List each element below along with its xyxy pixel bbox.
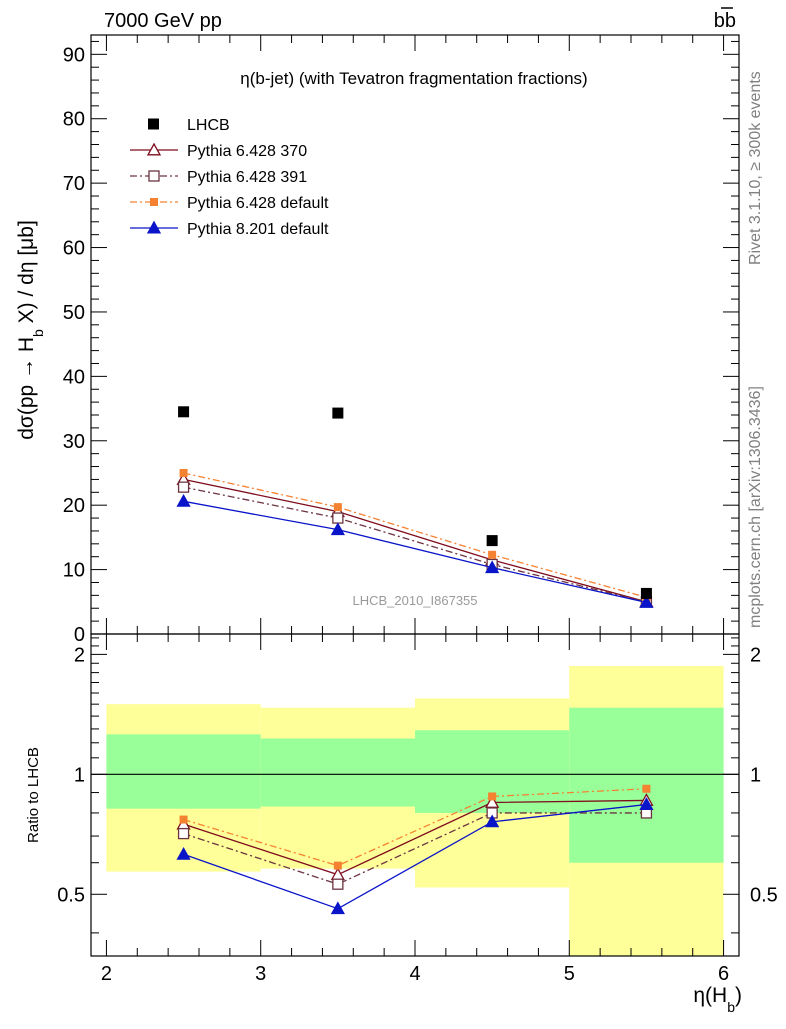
ratio-band-green <box>260 738 415 807</box>
main-y-tick-label: 0 <box>74 624 85 646</box>
main-watermark: LHCB_2010_I867355 <box>352 593 477 608</box>
ratio-series-line <box>183 803 647 910</box>
main-y-axis-label: dσ(pp → Hb X) / dη [μb] <box>15 220 46 440</box>
legend-label: Pythia 8.201 default <box>187 221 329 238</box>
lhcb-data-point <box>332 407 344 419</box>
lhcb-data-point <box>486 535 498 547</box>
ratio-x-tick-label: 6 <box>718 963 729 985</box>
legend-label: Pythia 6.428 default <box>187 195 329 212</box>
legend-label: Pythia 6.428 391 <box>187 169 307 186</box>
ratio-series-point <box>177 827 190 840</box>
ratio-series-point <box>485 795 500 808</box>
legend-marker <box>146 142 162 156</box>
header-right-text: bb <box>714 10 736 32</box>
main-y-tick-label: 30 <box>63 431 85 453</box>
main-series-point <box>179 468 188 477</box>
main-y-tick-label: 90 <box>63 44 85 66</box>
ratio-series-group <box>176 784 654 915</box>
ratio-series-point <box>639 797 654 810</box>
legend-marker <box>148 170 160 182</box>
ratio-panel-axes: 0.5 0.5 1 1 2 2 2 3 4 5 6 <box>57 633 778 985</box>
legend-marker <box>146 220 162 234</box>
main-y-tick-label: 60 <box>63 238 85 260</box>
main-series-line <box>183 500 647 604</box>
main-y-tick-label: 70 <box>63 173 85 195</box>
legend-marker-lhcb <box>148 118 159 130</box>
ratio-y-axis-label: Ratio to LHCB <box>25 747 42 843</box>
lhcb-data-point <box>640 587 652 599</box>
ratio-y-tick-label: 1 <box>74 764 85 786</box>
main-series-point <box>333 503 342 512</box>
ratio-x-tick-label: 4 <box>409 963 420 985</box>
main-series-line <box>183 478 647 603</box>
ratio-series-line <box>183 788 647 867</box>
ratio-x-tick-label: 2 <box>101 963 112 985</box>
ratio-y-tick-label: 2 <box>74 644 85 666</box>
ratio-uncertainty-bands <box>91 666 739 956</box>
legend-label: Pythia 6.428 370 <box>187 143 307 160</box>
ratio-x-tick-label: 5 <box>564 963 575 985</box>
ratio-series-point <box>332 878 344 890</box>
ratio-series-point <box>330 901 345 915</box>
main-series-point <box>488 550 497 559</box>
main-series-point <box>330 522 345 536</box>
lhcb-data-point <box>178 406 190 418</box>
ratio-series-point <box>485 814 500 828</box>
legend-label: LHCB <box>187 117 230 134</box>
main-series-point <box>177 481 190 493</box>
legend-marker <box>150 198 158 206</box>
ratio-x-tick-label: 3 <box>255 963 266 985</box>
main-y-tick-label: 20 <box>63 495 85 517</box>
ratio-y-tick-label: 0.5 <box>57 884 85 906</box>
main-y-tick-label: 40 <box>63 366 85 388</box>
side-label-mcplots: mcplots.cern.ch [arXiv:1306.3436] <box>747 386 764 628</box>
ratio-series-point <box>642 784 651 793</box>
main-series-point <box>176 493 191 507</box>
ratio-x-axis-label: η(Hb) <box>693 984 742 1015</box>
ratio-y-tick-label-right: 1 <box>750 764 761 786</box>
legend: LHCB Pythia 6.428 370 Pythia 6.428 391 Pyth… <box>130 117 329 238</box>
main-y-tick-label: 50 <box>63 302 85 324</box>
main-series-point <box>639 595 654 608</box>
ratio-band-green <box>106 734 261 809</box>
ratio-x-label-text: η(Hb) <box>693 984 742 1015</box>
main-panel-axes: 0 10 20 30 40 50 60 70 80 90 <box>63 34 740 646</box>
ratio-series-point <box>179 815 188 824</box>
main-series-line <box>183 486 647 603</box>
main-plot-title: η(b-jet) (with Tevatron fragmentation fr… <box>240 69 587 88</box>
main-y-label-text: dσ(pp → Hb X) / dη [μb] <box>15 220 46 440</box>
main-series-line <box>183 472 647 598</box>
ratio-y-tick-label-right: 0.5 <box>750 884 778 906</box>
header-left-label: 7000 GeV pp <box>104 10 222 32</box>
main-series-point <box>485 560 500 574</box>
main-series-group <box>176 406 654 608</box>
ratio-series-line <box>183 799 647 876</box>
main-y-tick-label: 80 <box>63 109 85 131</box>
ratio-series-point <box>176 846 191 860</box>
ratio-y-tick-label-right: 2 <box>750 644 761 666</box>
side-label-rivet: Rivet 3.1.10, ≥ 300k events <box>747 71 764 265</box>
ratio-series-point <box>488 792 497 801</box>
ratio-series-point <box>330 867 345 881</box>
header-right-label: bb <box>714 7 736 32</box>
main-y-tick-label: 10 <box>63 560 85 582</box>
main-series-point <box>332 512 344 524</box>
ratio-series-point <box>333 861 342 870</box>
